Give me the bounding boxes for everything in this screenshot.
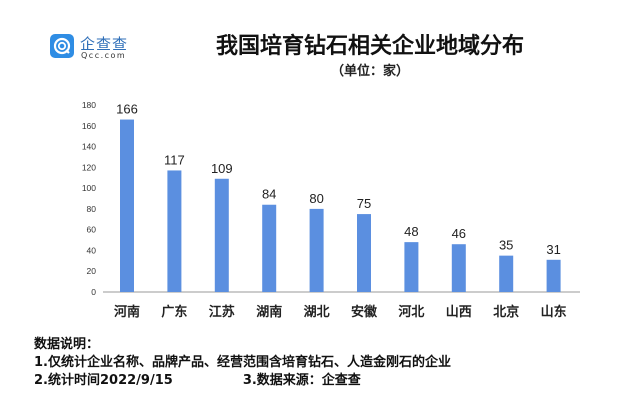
bar-江苏 bbox=[214, 178, 229, 292]
data-label: 48 bbox=[404, 224, 418, 239]
bar-chart: 0 20 40 60 80 100 120 140 160 180 166 河南 117 广东 109 江苏 8… bbox=[82, 100, 580, 320]
data-label: 46 bbox=[452, 226, 466, 241]
chart-subtitle: （单位：家） bbox=[330, 64, 409, 79]
data-label: 80 bbox=[309, 191, 323, 206]
bar-山西 bbox=[451, 244, 466, 292]
x-tick-label: 山东 bbox=[541, 304, 567, 320]
notes-line-2: 2.统计时间2022/9/15 bbox=[34, 373, 173, 388]
data-label: 109 bbox=[211, 161, 233, 176]
notes-line-1: 1.仅统计企业名称、品牌产品、经营范围含培育钻石、人造金刚石的企业 bbox=[34, 355, 451, 370]
logo-domain: Qcc.com bbox=[81, 51, 127, 60]
notes-line-3: 3.数据来源：企查查 bbox=[242, 373, 361, 388]
x-tick-label: 河南 bbox=[114, 304, 140, 320]
x-tick-label: 湖南 bbox=[256, 304, 282, 320]
qcc-logo-icon bbox=[50, 34, 74, 58]
x-tick-label: 江苏 bbox=[209, 304, 235, 320]
chart-title: 我国培育钻石相关企业地域分布 bbox=[215, 34, 524, 59]
x-tick-label: 湖北 bbox=[304, 305, 330, 320]
y-tick-label: 20 bbox=[87, 266, 97, 276]
bar-广东 bbox=[167, 170, 182, 292]
y-tick-label: 140 bbox=[82, 142, 96, 152]
x-tick-label: 河北 bbox=[398, 304, 424, 320]
bar-湖南 bbox=[262, 204, 277, 292]
y-tick-label: 0 bbox=[91, 287, 96, 297]
y-tick-label: 120 bbox=[82, 162, 96, 172]
x-tick-label: 山西 bbox=[446, 304, 472, 320]
bar-湖北 bbox=[309, 208, 324, 292]
bar-北京 bbox=[499, 255, 514, 292]
y-tick-label: 40 bbox=[87, 245, 97, 255]
data-label: 35 bbox=[499, 238, 513, 253]
bar-安徽 bbox=[357, 214, 371, 292]
data-label: 117 bbox=[164, 152, 185, 167]
data-label: 166 bbox=[116, 102, 138, 117]
bar-河北 bbox=[404, 242, 419, 292]
x-tick-label: 安徽 bbox=[351, 304, 378, 320]
data-label: 84 bbox=[262, 187, 276, 202]
notes-heading: 数据说明： bbox=[34, 337, 100, 352]
y-tick-label: 100 bbox=[82, 183, 96, 193]
x-tick-label: 广东 bbox=[161, 304, 187, 320]
y-tick-label: 80 bbox=[87, 204, 97, 214]
data-label: 31 bbox=[546, 242, 560, 257]
y-tick-label: 60 bbox=[87, 225, 97, 235]
x-tick-label: 北京 bbox=[493, 304, 519, 320]
bar-山东 bbox=[546, 259, 561, 292]
bar-河南 bbox=[120, 119, 134, 293]
logo-name: 企查查 bbox=[80, 35, 129, 53]
data-label: 75 bbox=[357, 196, 371, 211]
y-tick-label: 180 bbox=[82, 100, 96, 110]
y-tick-label: 160 bbox=[82, 121, 96, 131]
data-notes: 数据说明： 1.仅统计企业名称、品牌产品、经营范围含培育钻石、人造金刚石的企业 … bbox=[34, 336, 451, 390]
